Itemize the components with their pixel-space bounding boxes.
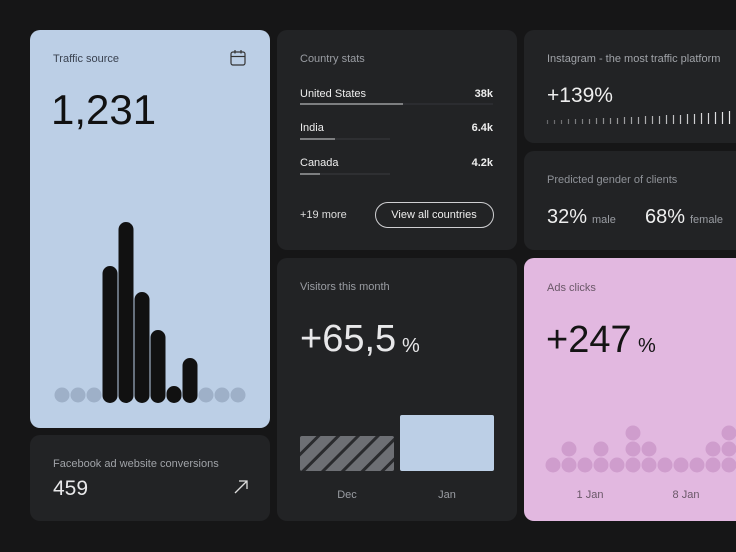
country-value: 4.2k	[472, 157, 494, 169]
unit: %	[402, 335, 420, 357]
visitors-card	[277, 258, 517, 521]
dot	[673, 457, 689, 473]
country-name: Canada	[300, 157, 339, 169]
dot	[561, 441, 577, 457]
x-tick-label: Jan	[438, 489, 456, 501]
x-tick-label: Dec	[337, 489, 357, 501]
bar	[54, 387, 70, 403]
big-number: +65,5	[300, 318, 396, 360]
country-value: 6.4k	[472, 122, 494, 134]
dot	[593, 457, 609, 473]
gender-card	[524, 151, 736, 250]
instagram-card	[524, 30, 736, 143]
unit: %	[638, 335, 656, 357]
dot	[641, 441, 657, 457]
bar	[214, 387, 230, 403]
gender-label: female	[690, 214, 723, 226]
ads-chart: 1 Jan 8 Jan	[545, 425, 736, 501]
dot	[577, 457, 593, 473]
dot	[609, 457, 625, 473]
big-number: 459	[53, 477, 88, 500]
bar	[230, 387, 246, 403]
card-title: Country stats	[300, 53, 365, 65]
dot	[657, 457, 673, 473]
country-bars	[300, 103, 493, 175]
arrow-icon[interactable]	[234, 480, 248, 494]
x-tick-label: 8 Jan	[673, 489, 700, 501]
card-title: Traffic source	[53, 53, 119, 65]
visitors-chart: Dec Jan	[300, 415, 494, 501]
bar	[150, 330, 166, 403]
dot	[625, 457, 641, 473]
card-title: Predicted gender of clients	[547, 174, 678, 186]
button-label[interactable]: View all countries	[391, 209, 477, 221]
bar	[118, 222, 134, 403]
bar	[300, 436, 394, 471]
bar	[166, 386, 182, 403]
traffic-card	[30, 30, 270, 428]
traffic-chart	[54, 222, 246, 403]
bar	[86, 387, 102, 403]
x-tick-label: 1 Jan	[577, 489, 604, 501]
dot	[705, 441, 721, 457]
dot	[561, 457, 577, 473]
facebook-card[interactable]	[30, 435, 270, 521]
view-all-button[interactable]: View all countries	[375, 202, 494, 228]
dot	[625, 425, 641, 441]
dot	[721, 425, 736, 441]
bar	[134, 292, 150, 403]
big-number: 1,231	[51, 86, 156, 133]
big-number: +139%	[547, 84, 613, 107]
dot	[689, 457, 705, 473]
gender-label: male	[592, 214, 616, 226]
card-title: Facebook ad website conversions	[53, 458, 219, 470]
dot	[625, 441, 641, 457]
card-title: Visitors this month	[300, 281, 390, 293]
bar	[198, 387, 214, 403]
dot	[721, 457, 736, 473]
country-value: 38k	[475, 88, 494, 100]
gender-value: 68%	[645, 206, 685, 228]
dot	[545, 457, 561, 473]
bar	[182, 358, 198, 403]
dot	[641, 457, 657, 473]
dot	[593, 441, 609, 457]
card-title: Instagram - the most traffic platform	[547, 53, 720, 65]
gender-value: 32%	[547, 206, 587, 228]
bar	[102, 266, 118, 403]
country-name: India	[300, 122, 325, 134]
country-name: United States	[300, 88, 367, 100]
card-title: Ads clicks	[547, 282, 596, 294]
dot	[705, 457, 721, 473]
country-card	[277, 30, 517, 250]
more-link[interactable]: +19 more	[300, 209, 347, 221]
calendar-icon[interactable]	[230, 50, 246, 66]
big-number: +247	[546, 319, 632, 361]
instagram-chart	[546, 111, 731, 124]
dot	[721, 441, 736, 457]
bar	[400, 415, 494, 471]
ads-card	[524, 258, 736, 521]
bar	[70, 387, 86, 403]
